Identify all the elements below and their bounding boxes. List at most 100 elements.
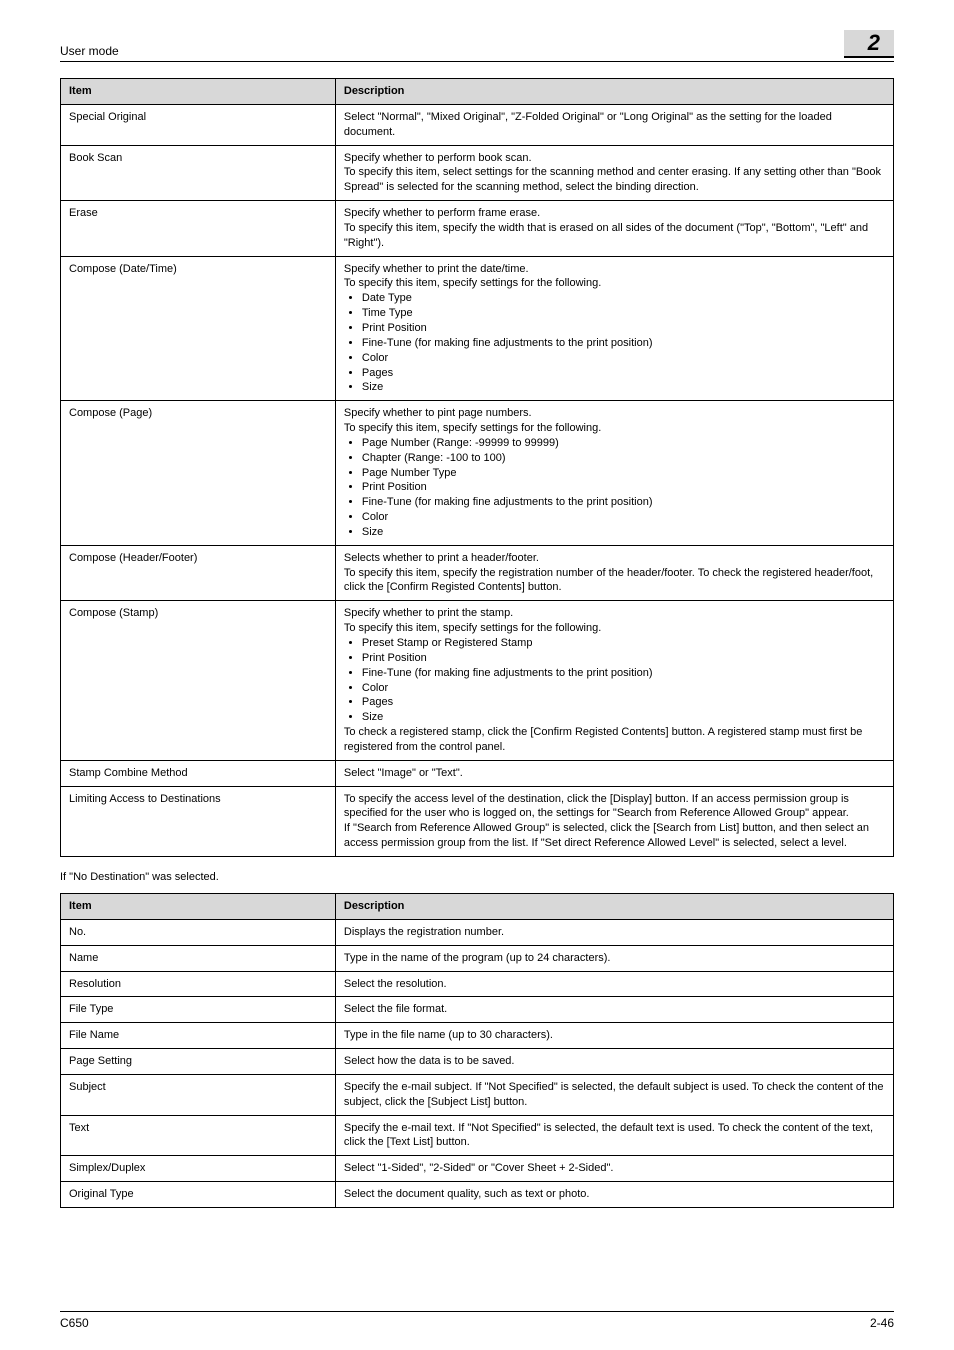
description-cell: Select the file format. xyxy=(335,997,893,1023)
item-cell: No. xyxy=(61,919,336,945)
description-cell: To specify the access level of the desti… xyxy=(335,786,893,856)
table-2: Item Description No.Displays the registr… xyxy=(60,893,894,1208)
bullet-item: Color xyxy=(362,351,885,366)
description-cell: Type in the file name (up to 30 characte… xyxy=(335,1023,893,1049)
item-cell: Special Original xyxy=(61,104,336,145)
bullet-item: Size xyxy=(362,380,885,395)
bullet-item: Pages xyxy=(362,366,885,381)
bullet-item: Fine-Tune (for making fine adjustments t… xyxy=(362,666,885,681)
section-intro: If "No Destination" was selected. xyxy=(60,871,894,883)
table-row: Page SettingSelect how the data is to be… xyxy=(61,1049,894,1075)
table-row: EraseSpecify whether to perform frame er… xyxy=(61,201,894,257)
item-cell: Compose (Page) xyxy=(61,401,336,546)
item-cell: Page Setting xyxy=(61,1049,336,1075)
table-row: File TypeSelect the file format. xyxy=(61,997,894,1023)
footer-left: C650 xyxy=(60,1316,89,1330)
item-cell: Book Scan xyxy=(61,145,336,201)
description-cell: Displays the registration number. xyxy=(335,919,893,945)
description-cell: Select the resolution. xyxy=(335,971,893,997)
table-row: TextSpecify the e-mail text. If "Not Spe… xyxy=(61,1115,894,1156)
item-cell: Simplex/Duplex xyxy=(61,1156,336,1182)
table-row: Simplex/DuplexSelect "1-Sided", "2-Sided… xyxy=(61,1156,894,1182)
table-row: No.Displays the registration number. xyxy=(61,919,894,945)
description-cell: Specify whether to print the stamp.To sp… xyxy=(335,601,893,760)
description-cell: Select how the data is to be saved. xyxy=(335,1049,893,1075)
bullet-item: Fine-Tune (for making fine adjustments t… xyxy=(362,495,885,510)
bullet-item: Pages xyxy=(362,695,885,710)
item-cell: Compose (Stamp) xyxy=(61,601,336,760)
description-cell: Selects whether to print a header/footer… xyxy=(335,545,893,601)
bullet-item: Preset Stamp or Registered Stamp xyxy=(362,636,885,651)
description-line: To specify this item, select settings fo… xyxy=(344,165,885,195)
bullet-item: Page Number Type xyxy=(362,466,885,481)
table-row: File NameType in the file name (up to 30… xyxy=(61,1023,894,1049)
bullet-list: Page Number (Range: -99999 to 99999)Chap… xyxy=(344,436,885,540)
bullet-item: Size xyxy=(362,710,885,725)
description-cell: Specify whether to perform frame erase.T… xyxy=(335,201,893,257)
table-row: NameType in the name of the program (up … xyxy=(61,945,894,971)
table-header: Description xyxy=(335,893,893,919)
table-header: Item xyxy=(61,893,336,919)
description-line: Specify whether to print the date/time. xyxy=(344,262,885,277)
description-line: Specify whether to print the stamp. xyxy=(344,606,885,621)
table-row: Special Original Select "Normal", "Mixed … xyxy=(61,104,894,145)
description-line: If "Search from Reference Allowed Group"… xyxy=(344,821,885,851)
bullet-item: Time Type xyxy=(362,306,885,321)
description-line: To specify the access level of the desti… xyxy=(344,792,885,822)
bullet-item: Print Position xyxy=(362,651,885,666)
item-cell: Compose (Date/Time) xyxy=(61,256,336,401)
bullet-item: Print Position xyxy=(362,321,885,336)
item-cell: File Type xyxy=(61,997,336,1023)
bullet-list: Date TypeTime TypePrint PositionFine-Tun… xyxy=(344,291,885,395)
table-row: Stamp Combine Method Select "Image" or "T… xyxy=(61,760,894,786)
bullet-item: Page Number (Range: -99999 to 99999) xyxy=(362,436,885,451)
table-row: Original TypeSelect the document quality… xyxy=(61,1182,894,1208)
table-row: Compose (Header/Footer)Selects whether t… xyxy=(61,545,894,601)
description-line: To specify this item, specify settings f… xyxy=(344,421,885,436)
bullet-item: Chapter (Range: -100 to 100) xyxy=(362,451,885,466)
bullet-item: Color xyxy=(362,510,885,525)
description-line: Select "Image" or "Text". xyxy=(344,766,885,781)
table-row: Compose (Date/Time)Specify whether to pr… xyxy=(61,256,894,401)
table-row: Book ScanSpecify whether to perform book… xyxy=(61,145,894,201)
description-line: To check a registered stamp, click the [… xyxy=(344,725,885,755)
bullet-item: Date Type xyxy=(362,291,885,306)
description-cell: Select "1-Sided", "2-Sided" or "Cover Sh… xyxy=(335,1156,893,1182)
description-line: To specify this item, specify the width … xyxy=(344,221,885,251)
item-cell: Limiting Access to Destinations xyxy=(61,786,336,856)
table-row: Compose (Page)Specify whether to pint pa… xyxy=(61,401,894,546)
bullet-item: Color xyxy=(362,681,885,696)
description-cell: Specify whether to print the date/time.T… xyxy=(335,256,893,401)
description-cell: Specify whether to perform book scan.To … xyxy=(335,145,893,201)
description-line: Select "Normal", "Mixed Original", "Z-Fo… xyxy=(344,110,885,140)
description-line: Specify whether to pint page numbers. xyxy=(344,406,885,421)
description-cell: Specify whether to pint page numbers.To … xyxy=(335,401,893,546)
table-row: Limiting Access to Destinations To specif… xyxy=(61,786,894,856)
table-row: Compose (Stamp)Specify whether to print … xyxy=(61,601,894,760)
description-cell: Type in the name of the program (up to 2… xyxy=(335,945,893,971)
item-cell: Subject xyxy=(61,1074,336,1115)
description-line: To specify this item, specify settings f… xyxy=(344,276,885,291)
description-line: Specify whether to perform frame erase. xyxy=(344,206,885,221)
table-1: Item Description Special Original Select … xyxy=(60,78,894,857)
item-cell: Stamp Combine Method xyxy=(61,760,336,786)
bullet-list: Preset Stamp or Registered StampPrint Po… xyxy=(344,636,885,725)
description-line: To specify this item, specify settings f… xyxy=(344,621,885,636)
footer-right: 2-46 xyxy=(870,1316,894,1330)
item-cell: Resolution xyxy=(61,971,336,997)
item-cell: Erase xyxy=(61,201,336,257)
description-line: Specify whether to perform book scan. xyxy=(344,151,885,166)
item-cell: Text xyxy=(61,1115,336,1156)
page-header: User mode 2 xyxy=(60,30,894,62)
chapter-number: 2 xyxy=(844,30,894,58)
table-header: Description xyxy=(335,79,893,105)
table-row: SubjectSpecify the e-mail subject. If "N… xyxy=(61,1074,894,1115)
section-title: User mode xyxy=(60,44,119,58)
item-cell: Name xyxy=(61,945,336,971)
description-line: Selects whether to print a header/footer… xyxy=(344,551,885,566)
description-cell: Select the document quality, such as tex… xyxy=(335,1182,893,1208)
table-header: Item xyxy=(61,79,336,105)
description-line: To specify this item, specify the regist… xyxy=(344,566,885,596)
page-footer: C650 2-46 xyxy=(60,1311,894,1330)
description-cell: Select "Image" or "Text". xyxy=(335,760,893,786)
